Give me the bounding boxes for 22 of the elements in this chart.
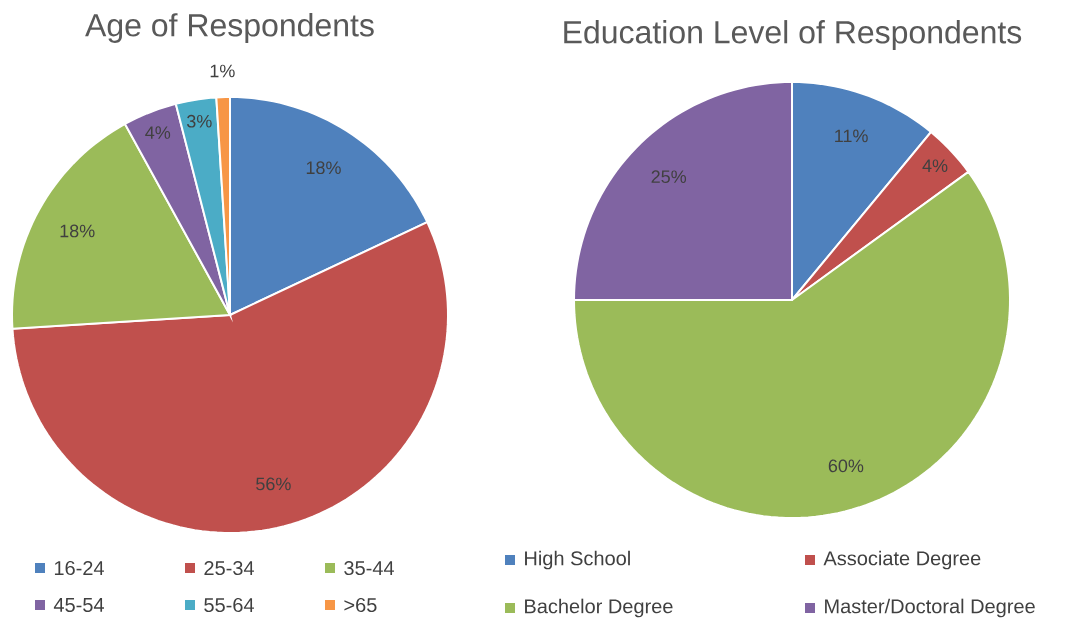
legend-label: 25-34 <box>204 560 254 576</box>
legend-label: Bachelor Degree <box>525 598 673 618</box>
chart-title: Age of Respondents <box>85 13 374 43</box>
data-label: 25% <box>651 170 687 184</box>
data-label: 1% <box>210 64 235 78</box>
data-label: 18% <box>306 161 341 175</box>
legend-label: 35-44 <box>344 560 394 576</box>
data-label: 18% <box>60 224 95 238</box>
legend-label: 16-24 <box>54 560 104 576</box>
data-label: 11% <box>835 129 868 143</box>
data-label: 60% <box>828 459 864 473</box>
chart-title: Education Level of Respondents <box>564 20 1022 50</box>
data-label: 3% <box>186 114 212 128</box>
legend-label: >65 <box>344 597 377 613</box>
legend-label: 45-54 <box>53 598 104 612</box>
legend-label: Associate Degree <box>823 550 981 570</box>
legend-label: 55-64 <box>204 597 254 613</box>
legend-label: High School <box>525 550 630 570</box>
data-label: 4% <box>922 159 948 172</box>
legend-label: Master/Doctoral Degree <box>825 598 1035 618</box>
data-label: 56% <box>256 477 291 491</box>
data-label: 4% <box>145 126 171 139</box>
